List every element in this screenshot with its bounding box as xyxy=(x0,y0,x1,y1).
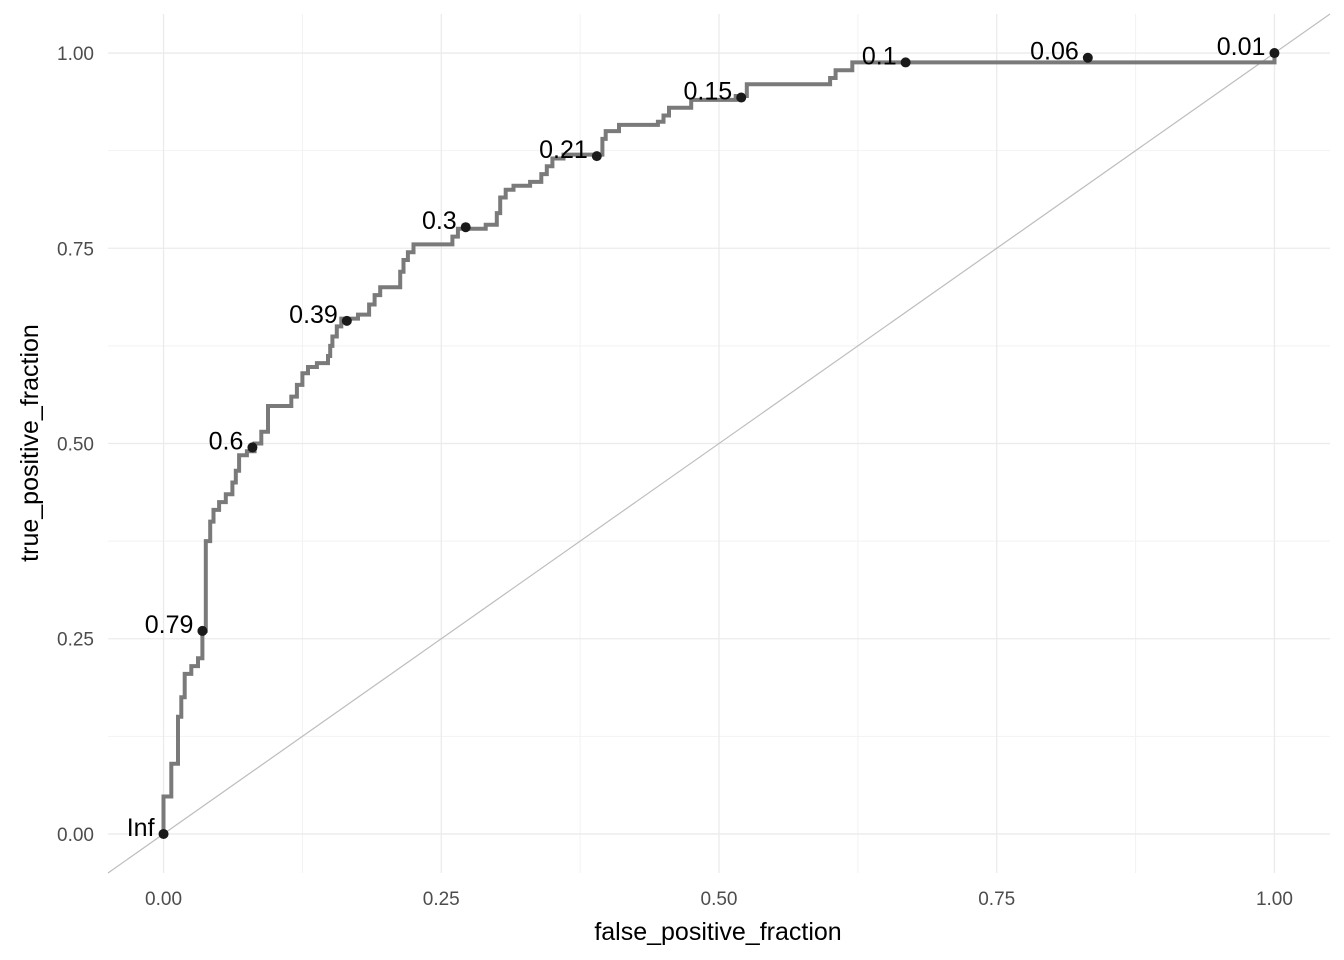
threshold-point xyxy=(341,315,352,326)
major-gridlines xyxy=(108,14,1330,873)
x-tick-label: 0.50 xyxy=(701,889,738,910)
y-tick-label: 0.50 xyxy=(57,435,94,456)
threshold-point xyxy=(736,92,747,103)
diagonal-reference-line xyxy=(107,13,1331,874)
x-tick-label: 0.00 xyxy=(145,889,182,910)
threshold-point xyxy=(900,57,911,68)
roc-curve xyxy=(161,53,1277,834)
threshold-point xyxy=(158,828,169,839)
y-axis-title: true_positive_fraction xyxy=(16,324,44,562)
threshold-points xyxy=(158,48,1280,839)
threshold-label: 0.21 xyxy=(539,136,588,164)
y-axis-ticks: 0.00 0.25 0.50 0.75 1.00 xyxy=(57,44,94,846)
threshold-labels: Inf 0.79 0.6 0.39 0.3 0.21 0.15 0.1 0.06 0.01 xyxy=(127,33,1266,842)
threshold-point xyxy=(591,151,602,162)
y-tick-label: 0.75 xyxy=(57,239,94,260)
threshold-label: 0.6 xyxy=(209,427,244,455)
threshold-label: 0.15 xyxy=(684,78,733,106)
y-tick-label: 0.00 xyxy=(57,825,94,846)
threshold-point xyxy=(197,625,208,636)
diagonal-line xyxy=(107,13,1331,874)
y-tick-label: 0.25 xyxy=(57,630,94,651)
threshold-point xyxy=(460,222,471,233)
threshold-label: 0.01 xyxy=(1217,33,1266,61)
threshold-label: Inf xyxy=(127,814,155,842)
threshold-point xyxy=(247,442,258,453)
threshold-point xyxy=(1269,48,1280,59)
x-axis-title: false_positive_fraction xyxy=(594,918,841,946)
roc-series-line xyxy=(161,53,1277,834)
threshold-label: 0.06 xyxy=(1030,38,1079,66)
threshold-label: 0.3 xyxy=(422,207,457,235)
y-tick-label: 1.00 xyxy=(57,44,94,65)
threshold-point xyxy=(1082,52,1093,63)
x-axis-ticks: 0.00 0.25 0.50 0.75 1.00 xyxy=(145,889,1293,910)
threshold-label: 0.1 xyxy=(862,42,897,70)
threshold-label: 0.39 xyxy=(289,301,338,329)
x-tick-label: 0.25 xyxy=(423,889,460,910)
x-tick-label: 1.00 xyxy=(1256,889,1293,910)
threshold-label: 0.79 xyxy=(145,611,194,639)
x-tick-label: 0.75 xyxy=(978,889,1015,910)
